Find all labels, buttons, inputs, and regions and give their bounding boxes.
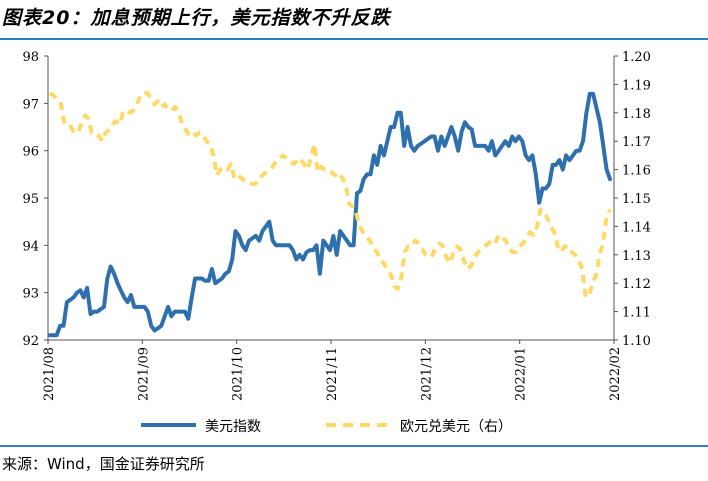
x-tick-label: 2021/09 <box>136 347 151 401</box>
series-line-eurusd <box>48 90 612 300</box>
right-tick-label: 1.11 <box>622 306 651 321</box>
right-tick-label: 1.12 <box>622 277 651 292</box>
left-tick-label: 95 <box>22 192 39 207</box>
left-tick-label: 96 <box>22 145 39 160</box>
x-tick-label: 2022/01 <box>514 347 529 401</box>
left-tick-label: 93 <box>22 287 39 302</box>
source-note: 来源：Wind，国金证券研究所 <box>2 455 205 473</box>
right-tick-label: 1.17 <box>622 135 651 150</box>
title-divider <box>0 38 708 40</box>
chart-title: 图表20：加息预期上行，美元指数不升反跌 <box>2 7 391 29</box>
right-tick-label: 1.18 <box>622 107 651 122</box>
right-tick-label: 1.19 <box>622 78 651 93</box>
right-tick-label: 1.14 <box>622 220 651 235</box>
right-tick-label: 1.13 <box>622 249 651 264</box>
x-tick-label: 2021/08 <box>42 347 57 401</box>
legend-label-usd-index: 美元指数 <box>205 419 261 435</box>
x-tick-label: 2021/10 <box>231 347 246 401</box>
legend-label-eurusd: 欧元兑美元（右） <box>400 419 512 435</box>
right-tick-label: 1.10 <box>622 334 651 349</box>
right-tick-label: 1.15 <box>622 192 651 207</box>
x-tick-label: 2021/12 <box>419 347 434 401</box>
right-tick-label: 1.16 <box>622 164 651 179</box>
right-tick-label: 1.20 <box>622 50 651 65</box>
x-tick-label: 2021/11 <box>325 347 340 401</box>
left-tick-label: 98 <box>22 50 39 65</box>
left-tick-label: 97 <box>22 97 39 112</box>
x-tick-label: 2022/02 <box>608 347 623 401</box>
left-tick-label: 92 <box>22 334 39 349</box>
source-divider <box>0 445 708 447</box>
series-line-usd-index <box>48 91 612 338</box>
left-tick-label: 94 <box>22 239 39 254</box>
